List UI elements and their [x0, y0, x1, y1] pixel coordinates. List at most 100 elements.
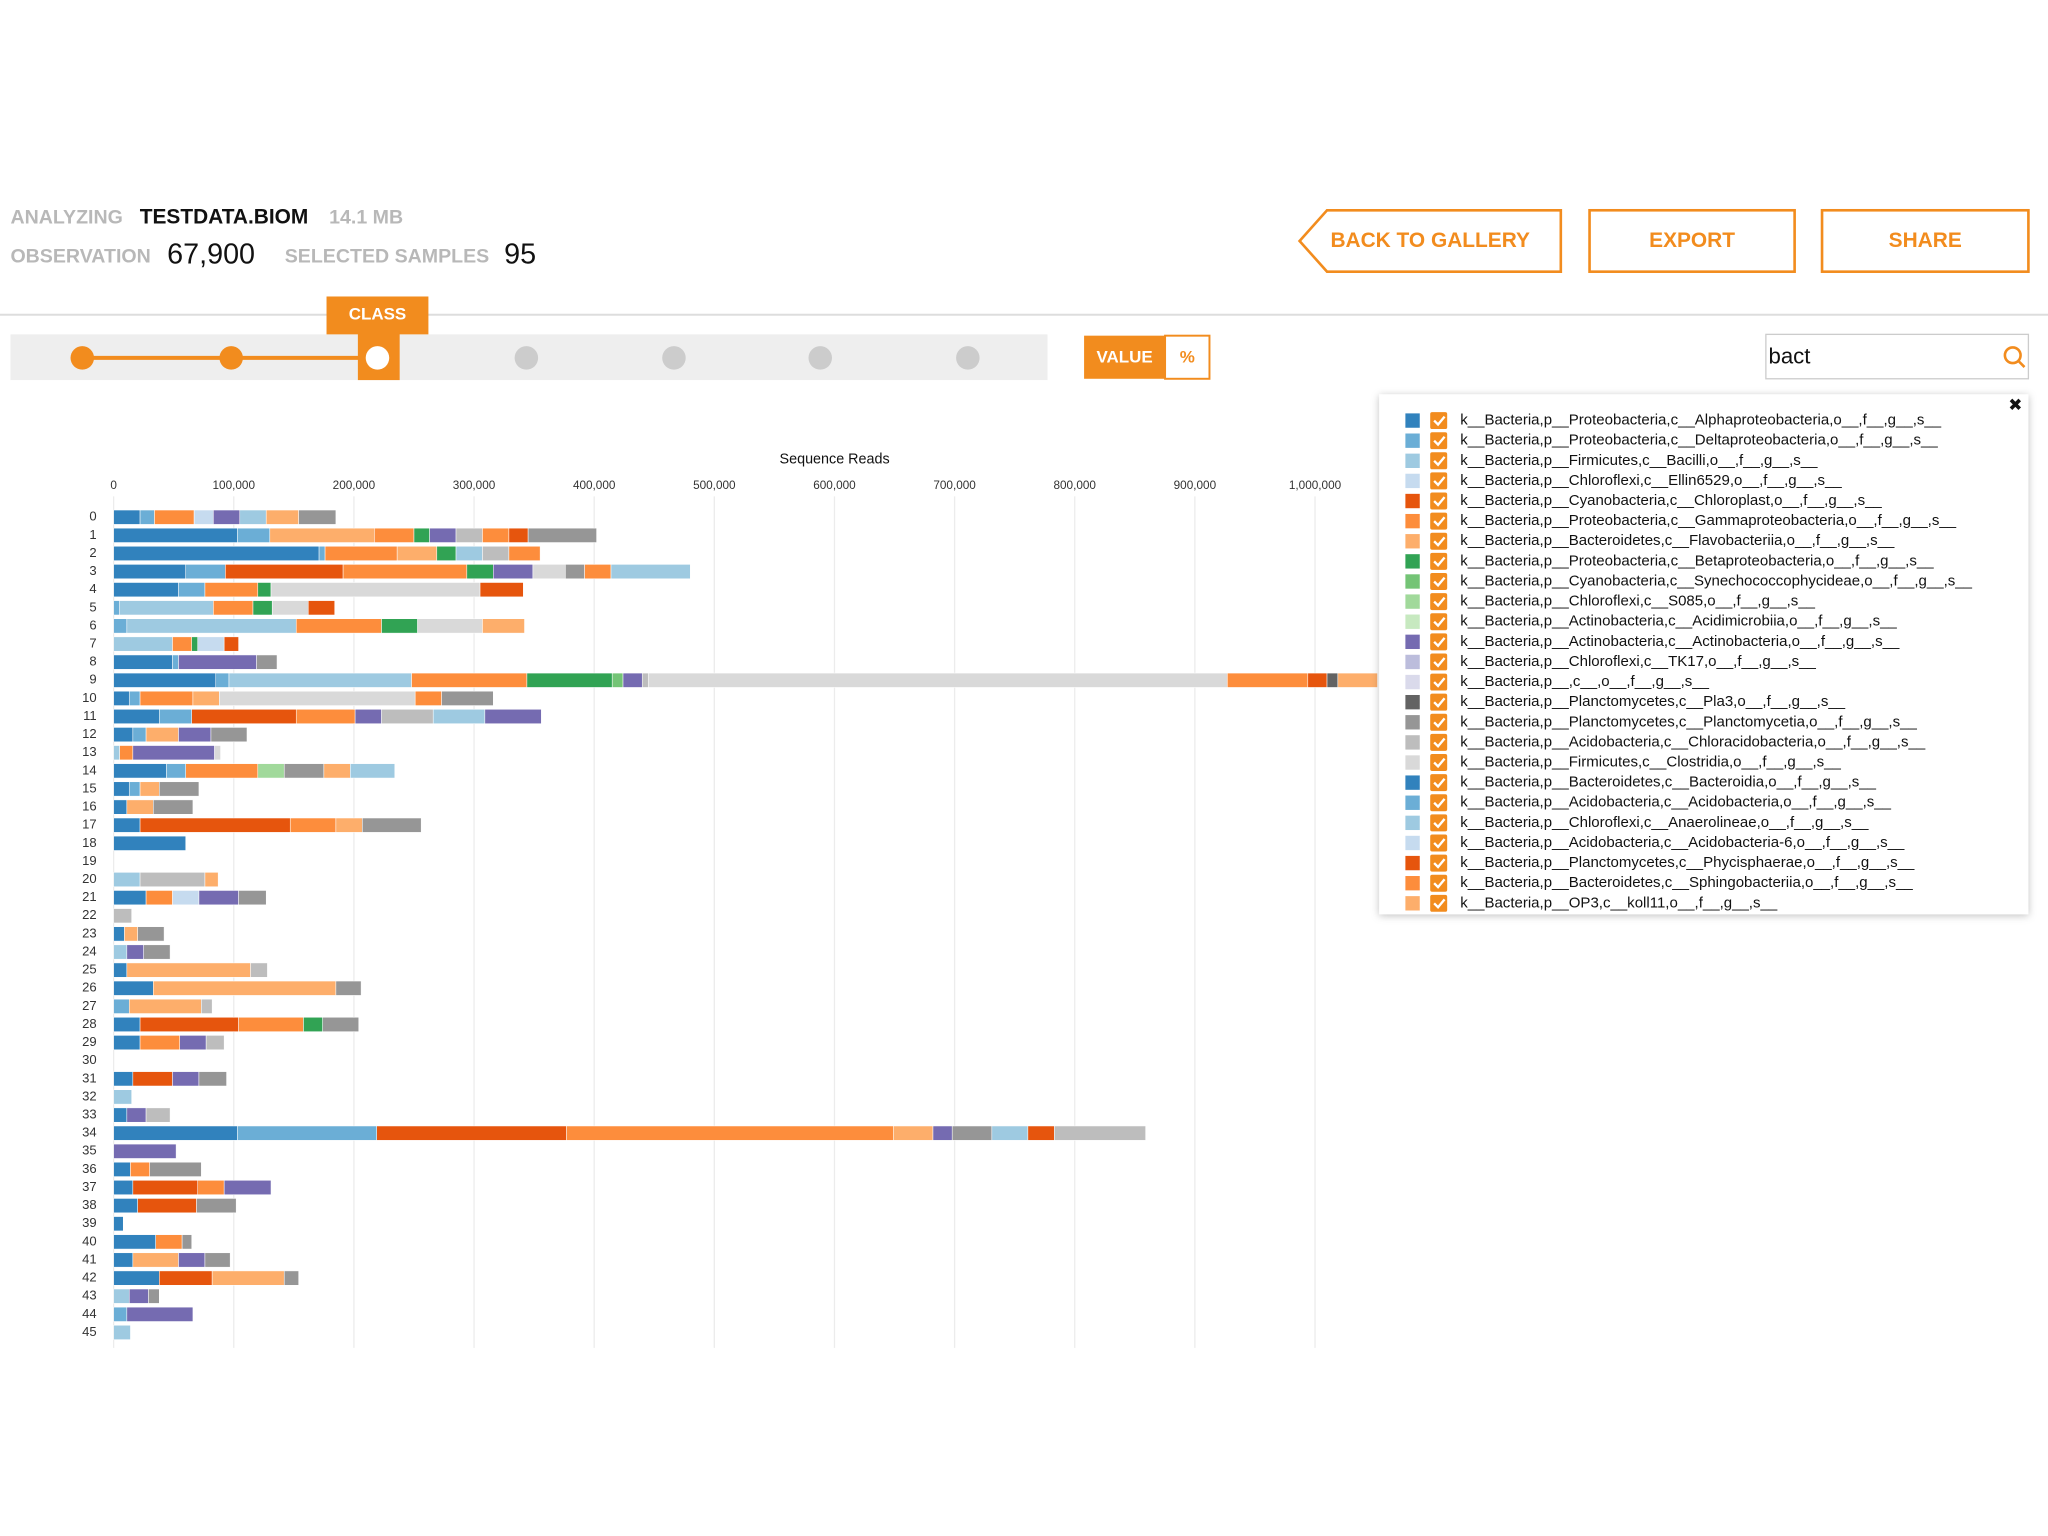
observation-count: 67,900: [167, 239, 255, 271]
legend-check[interactable]: [1433, 496, 1446, 507]
legend-label: k__Bacteria,p__Chloroflexi,c__Ellin6529,…: [1460, 472, 1842, 489]
legend-check[interactable]: [1433, 617, 1446, 628]
legend-checkbox[interactable]: [1430, 794, 1448, 812]
percent-toggle[interactable]: [1164, 334, 1211, 380]
legend-swatch: [1405, 614, 1420, 629]
y-tick-label: 44: [82, 1306, 97, 1321]
y-tick-label: 42: [82, 1270, 97, 1285]
bar-segment: [178, 654, 257, 670]
legend-check[interactable]: [1433, 415, 1446, 427]
legend-checkbox[interactable]: [1430, 613, 1448, 631]
slider-stop[interactable]: [808, 346, 832, 370]
legend-checkbox[interactable]: [1430, 814, 1448, 832]
search-query[interactable]: bact: [1768, 344, 1810, 369]
back-button-label[interactable]: BACK TO GALLERY: [1330, 229, 1530, 252]
legend-checkbox[interactable]: [1430, 854, 1448, 872]
bar-segment: [119, 745, 134, 761]
legend-checkbox[interactable]: [1430, 754, 1448, 772]
back-button[interactable]: [1297, 208, 1563, 273]
legend-swatch: [1405, 896, 1420, 911]
legend-checkbox[interactable]: [1430, 673, 1448, 691]
legend-check[interactable]: [1433, 858, 1446, 869]
y-tick-label: 36: [82, 1161, 97, 1176]
legend-check[interactable]: [1433, 697, 1446, 708]
legend-checkbox[interactable]: [1430, 693, 1448, 711]
legend-background: [1379, 394, 2029, 915]
legend-checkbox[interactable]: [1430, 894, 1448, 912]
bar-segment: [126, 944, 144, 960]
legend-checkbox[interactable]: [1430, 492, 1448, 510]
value-toggle[interactable]: [1084, 335, 1166, 379]
legend-check[interactable]: [1433, 596, 1446, 608]
legend-label: k__Bacteria,p__Planctomycetes,c__Phycisp…: [1460, 854, 1915, 871]
slider-stop[interactable]: [662, 346, 686, 370]
legend-checkbox[interactable]: [1430, 774, 1448, 792]
legend-checkbox[interactable]: [1430, 552, 1448, 570]
bar-segment: [159, 781, 200, 797]
bar-segment: [455, 527, 483, 543]
export-button[interactable]: [1588, 208, 1796, 273]
search-box[interactable]: [1765, 333, 2030, 380]
legend-checkbox[interactable]: [1430, 834, 1448, 852]
search-icon[interactable]: [2003, 346, 2026, 368]
legend-checkbox[interactable]: [1430, 412, 1448, 430]
legend-check[interactable]: [1433, 637, 1446, 648]
legend-check[interactable]: [1433, 777, 1446, 789]
legend-checkbox[interactable]: [1430, 713, 1448, 731]
legend-checkbox[interactable]: [1430, 572, 1448, 590]
legend-checkbox[interactable]: [1430, 512, 1448, 530]
legend-check[interactable]: [1433, 516, 1446, 527]
bar-segment: [124, 926, 138, 942]
legend-check[interactable]: [1433, 657, 1446, 668]
legend-check[interactable]: [1433, 898, 1446, 909]
bar-segment: [283, 763, 325, 779]
slider-handle-knob[interactable]: [365, 346, 390, 370]
legend-checkbox[interactable]: [1430, 653, 1448, 671]
legend-check[interactable]: [1433, 737, 1446, 749]
legend-check[interactable]: [1433, 757, 1446, 769]
share-button-label[interactable]: SHARE: [1889, 229, 1962, 252]
legend-check[interactable]: [1433, 556, 1446, 568]
bar-segment: [295, 709, 356, 724]
slider-stop[interactable]: [70, 346, 95, 370]
bar-segment: [126, 1306, 194, 1322]
slider-stop[interactable]: [956, 346, 980, 370]
legend-check[interactable]: [1433, 838, 1446, 849]
legend-check[interactable]: [1433, 576, 1446, 588]
bar-segment: [172, 636, 192, 652]
bar-segment: [172, 1071, 200, 1087]
export-button-label[interactable]: EXPORT: [1649, 229, 1735, 252]
legend-checkbox[interactable]: [1430, 452, 1448, 470]
legend-label: k__Bacteria,p__Planctomycetes,c__Pla3,o_…: [1460, 693, 1845, 710]
legend-check[interactable]: [1433, 436, 1446, 447]
bar-segment: [119, 600, 214, 616]
legend-check[interactable]: [1433, 536, 1446, 547]
legend-label: k__Bacteria,p__Proteobacteria,c__Alphapr…: [1460, 412, 1941, 429]
value-toggle-label[interactable]: VALUE: [1096, 347, 1152, 366]
bar-segment: [482, 546, 510, 561]
legend-checkbox[interactable]: [1430, 593, 1448, 611]
legend-checkbox[interactable]: [1430, 472, 1448, 490]
legend-check[interactable]: [1433, 818, 1446, 829]
bar-segment: [128, 998, 202, 1014]
legend-checkbox[interactable]: [1430, 633, 1448, 651]
percent-toggle-label[interactable]: %: [1180, 347, 1195, 366]
share-button[interactable]: [1820, 208, 2030, 273]
legend-checkbox[interactable]: [1430, 733, 1448, 751]
legend-check[interactable]: [1433, 717, 1446, 728]
bar-segment: [139, 509, 155, 525]
legend-checkbox[interactable]: [1430, 532, 1448, 550]
legend-checkbox[interactable]: [1430, 432, 1448, 450]
legend-check[interactable]: [1433, 677, 1446, 688]
slider-stop[interactable]: [219, 346, 243, 370]
legend-close[interactable]: ✖: [2008, 396, 2022, 415]
legend-check[interactable]: [1433, 476, 1446, 487]
legend-checkbox[interactable]: [1430, 874, 1448, 892]
y-tick-label: 28: [82, 1016, 97, 1031]
legend-check[interactable]: [1433, 878, 1446, 889]
bar-segment: [354, 709, 382, 724]
slider-stop[interactable]: [514, 346, 539, 370]
legend-check[interactable]: [1433, 456, 1446, 467]
x-tick-label: 500,000: [693, 479, 736, 492]
legend-check[interactable]: [1433, 798, 1446, 809]
